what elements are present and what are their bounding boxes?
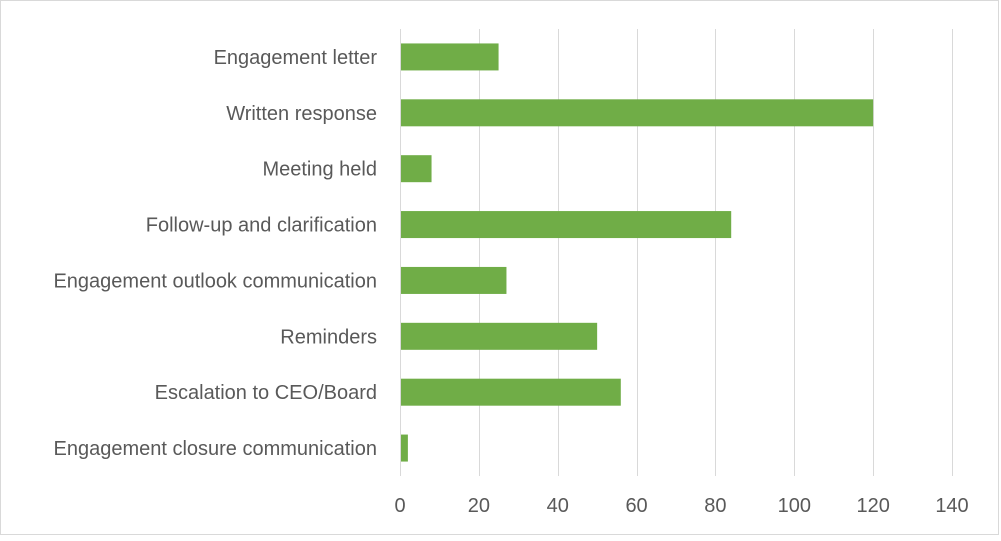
- category-label: Meeting held: [262, 159, 377, 181]
- x-tick-label: 40: [547, 495, 569, 517]
- x-tick-label: 20: [468, 495, 490, 517]
- category-label: Escalation to CEO/Board: [155, 382, 377, 404]
- bar-7: [401, 434, 408, 462]
- bar-6: [401, 378, 621, 406]
- category-label: Engagement letter: [214, 47, 378, 69]
- category-label: Engagement closure communication: [53, 438, 377, 460]
- bar-2: [401, 155, 432, 183]
- category-label: Engagement outlook communication: [53, 270, 377, 292]
- x-tick-labels: 0 20 40 60 80 100 120 140: [394, 495, 968, 517]
- bar-4: [401, 266, 507, 294]
- x-tick-label: 100: [778, 495, 811, 517]
- bar-1: [401, 99, 874, 127]
- x-tick-label: 60: [625, 495, 647, 517]
- bar-3: [401, 211, 732, 239]
- category-label: Follow-up and clarification: [146, 215, 377, 237]
- gridlines: [400, 29, 953, 476]
- x-tick-label: 120: [856, 495, 889, 517]
- bar-5: [401, 322, 598, 350]
- bars: [401, 43, 874, 462]
- x-tick-label: 140: [935, 495, 968, 517]
- category-labels: Engagement letter Written response Meeting…: [53, 47, 377, 460]
- bar-0: [401, 43, 499, 71]
- category-label: Reminders: [280, 326, 377, 348]
- x-tick-label: 0: [394, 495, 405, 517]
- category-label: Written response: [226, 103, 377, 125]
- x-tick-label: 80: [704, 495, 726, 517]
